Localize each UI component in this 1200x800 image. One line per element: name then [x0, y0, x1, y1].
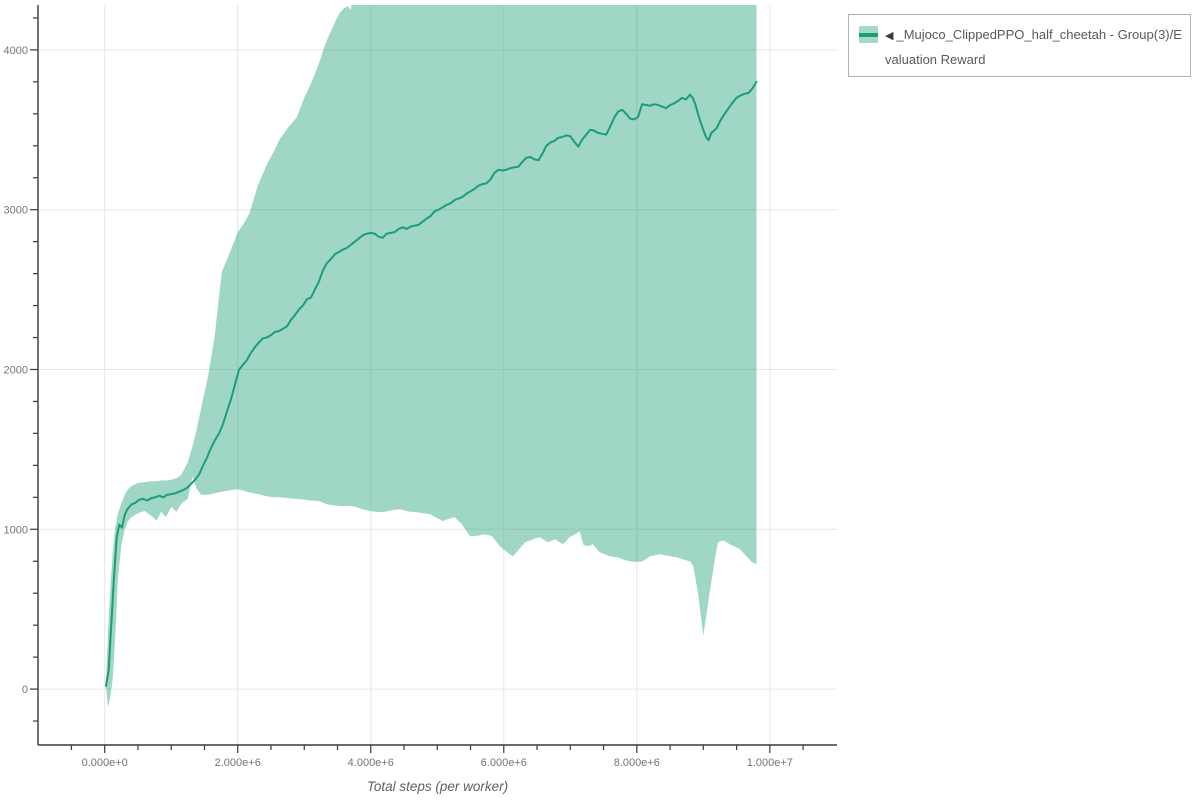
- legend-series-name: _Mujoco_ClippedPPO_half_cheetah - Group(…: [885, 27, 1182, 67]
- confidence-band: [106, 5, 757, 708]
- series-group: [105, 5, 758, 708]
- x-tick-label: 1.000e+7: [747, 757, 793, 769]
- tick-marks: [30, 17, 804, 753]
- x-axis-title: Total steps (per worker): [367, 779, 508, 794]
- y-tick-label: 0: [22, 684, 28, 696]
- legend[interactable]: ◀ _Mujoco_ClippedPPO_half_cheetah - Group…: [848, 14, 1191, 77]
- x-tick-label: 6.000e+6: [481, 757, 527, 769]
- y-tick-label: 2000: [4, 364, 28, 376]
- mean-line: [105, 80, 758, 687]
- gridlines: [38, 5, 837, 745]
- collapse-triangle-icon[interactable]: ◀: [885, 30, 894, 42]
- legend-label: ◀ _Mujoco_ClippedPPO_half_cheetah - Group…: [885, 23, 1184, 71]
- y-tick-label: 3000: [4, 205, 28, 217]
- x-tick-label: 0.000e+0: [82, 757, 128, 769]
- x-tick-label: 4.000e+6: [348, 757, 394, 769]
- x-tick-label: 8.000e+6: [614, 757, 660, 769]
- y-tick-label: 4000: [4, 45, 28, 57]
- x-tick-label: 2.000e+6: [215, 757, 261, 769]
- tick-labels: 0.000e+0 2.000e+6 4.000e+6 6.000e+6 8.000e+6…: [4, 45, 793, 769]
- legend-swatch-line: [859, 33, 878, 37]
- y-tick-label: 1000: [4, 524, 28, 536]
- legend-swatch-icon: [859, 26, 878, 43]
